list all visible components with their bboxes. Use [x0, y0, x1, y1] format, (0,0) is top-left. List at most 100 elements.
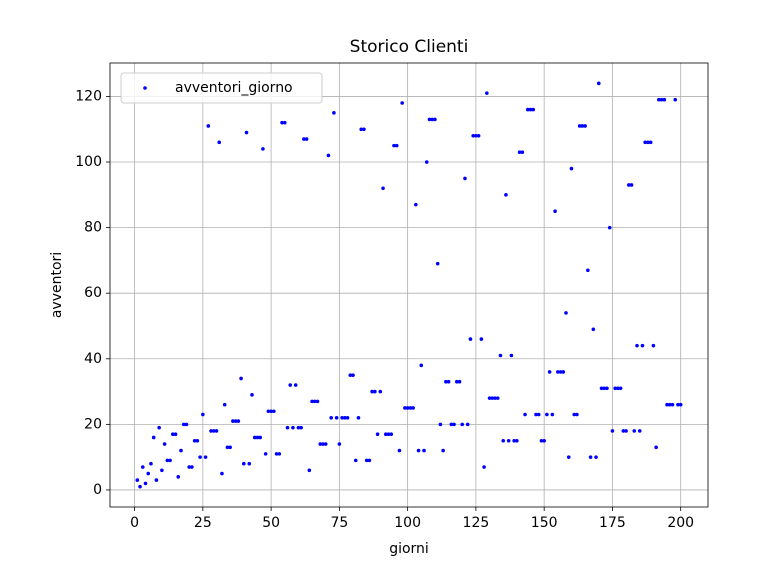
- point: [277, 452, 282, 456]
- point: [452, 422, 456, 427]
- point: [340, 416, 344, 420]
- point: [564, 311, 568, 315]
- point: [561, 370, 566, 374]
- point: [501, 438, 506, 443]
- x-tick-label: 50: [262, 515, 280, 531]
- point: [643, 140, 647, 145]
- point: [373, 389, 377, 394]
- point: [225, 445, 230, 450]
- point: [553, 209, 557, 214]
- point: [154, 478, 159, 482]
- point: [231, 419, 235, 423]
- point: [454, 379, 459, 384]
- point: [247, 461, 252, 466]
- point: [274, 452, 279, 456]
- point: [602, 386, 607, 391]
- legend: avventori_giorno: [120, 72, 323, 104]
- y-tick-label: 120: [75, 88, 102, 104]
- point: [280, 120, 284, 125]
- point: [304, 137, 309, 141]
- point: [558, 370, 563, 374]
- point: [250, 393, 254, 397]
- point: [176, 475, 181, 479]
- point: [460, 422, 465, 427]
- point: [312, 399, 317, 404]
- point: [528, 107, 533, 112]
- point: [545, 412, 549, 417]
- point: [446, 379, 451, 384]
- point: [405, 406, 410, 410]
- point: [662, 97, 667, 102]
- point: [288, 383, 293, 387]
- point: [370, 389, 374, 394]
- point: [640, 343, 645, 348]
- point: [201, 412, 205, 417]
- point: [291, 425, 295, 430]
- point: [244, 130, 249, 135]
- point: [416, 448, 421, 453]
- y-tick-label: 0: [93, 482, 102, 498]
- point: [408, 406, 413, 410]
- point: [228, 445, 232, 450]
- point: [419, 363, 424, 368]
- point: [195, 438, 200, 443]
- point: [203, 455, 208, 459]
- point: [187, 465, 191, 469]
- point: [627, 183, 631, 187]
- point: [179, 448, 183, 453]
- point: [168, 458, 172, 463]
- point: [444, 379, 448, 384]
- point: [296, 425, 301, 430]
- point: [192, 438, 197, 443]
- point: [160, 468, 164, 473]
- point: [424, 160, 429, 164]
- point: [457, 379, 462, 384]
- point: [476, 133, 481, 138]
- point: [356, 416, 361, 420]
- point: [667, 402, 672, 407]
- point: [539, 438, 544, 443]
- point: [648, 140, 653, 145]
- point: [572, 412, 577, 417]
- point: [520, 150, 525, 154]
- point: [146, 471, 151, 476]
- point: [637, 429, 642, 433]
- point: [367, 458, 372, 463]
- point: [337, 442, 342, 446]
- point: [400, 101, 404, 105]
- point: [438, 422, 443, 427]
- point: [515, 438, 519, 443]
- point: [586, 268, 590, 273]
- point: [381, 186, 385, 191]
- point: [594, 455, 598, 459]
- point: [605, 386, 609, 391]
- point: [236, 419, 241, 423]
- point: [523, 412, 527, 417]
- x-tick-label: 25: [194, 515, 212, 531]
- point: [198, 455, 202, 459]
- point: [143, 481, 148, 486]
- point: [490, 396, 495, 400]
- point: [482, 465, 486, 469]
- point: [577, 124, 582, 128]
- point: [206, 124, 211, 128]
- point: [433, 117, 437, 122]
- point: [493, 396, 497, 400]
- point: [556, 370, 560, 374]
- point: [233, 419, 238, 423]
- point: [632, 429, 637, 433]
- marks: [135, 81, 683, 489]
- x-tick-label: 125: [463, 515, 490, 531]
- point: [321, 442, 325, 446]
- point: [403, 406, 407, 410]
- point: [463, 176, 467, 181]
- point: [392, 143, 396, 148]
- point: [575, 412, 579, 417]
- point: [378, 389, 383, 394]
- point: [624, 429, 628, 433]
- point: [171, 432, 175, 437]
- x-tick-label: 75: [330, 515, 348, 531]
- point: [345, 416, 350, 420]
- point: [326, 153, 331, 158]
- point: [332, 111, 336, 115]
